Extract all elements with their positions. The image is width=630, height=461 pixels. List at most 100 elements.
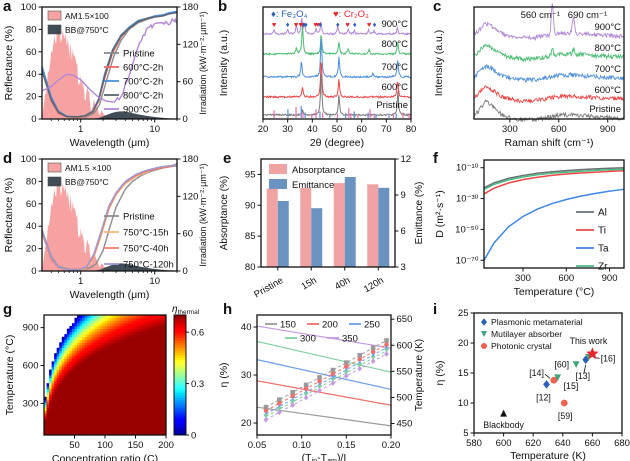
svg-text:♥: Cr₂O₃: ♥: Cr₂O₃ <box>333 9 369 20</box>
svg-text:15: 15 <box>458 368 469 379</box>
svg-text:600°C-2h: 600°C-2h <box>123 63 163 74</box>
svg-text:150: 150 <box>280 320 296 331</box>
svg-text:D (m²·s⁻¹): D (m²·s⁻¹) <box>434 190 446 238</box>
svg-text:AM1.5 ×100: AM1.5 ×100 <box>65 163 111 173</box>
svg-text:10⁻³⁰: 10⁻³⁰ <box>456 194 479 205</box>
svg-text:Emittance: Emittance <box>292 180 334 191</box>
svg-text:♥: ♥ <box>367 20 372 29</box>
svg-text:♦: ♦ <box>286 20 290 29</box>
svg-text:15h: 15h <box>300 275 319 292</box>
svg-text:Intensity (a.u.): Intensity (a.u.) <box>218 30 230 97</box>
svg-text:[12]: [12] <box>536 392 551 402</box>
panel-h: h 0.05 0.10 0.15 0.20 20 30 40 450 500 550 600 650 (… <box>215 301 430 461</box>
panel-d: d 1 10 0 20 40 60 80 100 0 60 120 180 Wavelength (μm… <box>0 151 215 303</box>
panel-i: i 580 600 620 640 660 680 5 10 15 20 25 Temperature… <box>430 302 630 461</box>
svg-text:Reflectance (%): Reflectance (%) <box>3 178 15 253</box>
svg-text:0.05: 0.05 <box>248 440 267 451</box>
svg-text:Wavelength (μm): Wavelength (μm) <box>70 137 150 149</box>
svg-text:[60]: [60] <box>554 360 569 370</box>
svg-text:♥: ♥ <box>299 20 304 29</box>
svg-text:650: 650 <box>397 314 413 325</box>
svg-text:120: 120 <box>183 39 199 50</box>
svg-text:900: 900 <box>23 323 39 334</box>
svg-text:0.15: 0.15 <box>337 440 356 451</box>
svg-text:70: 70 <box>381 124 392 135</box>
svg-text:0: 0 <box>31 266 36 277</box>
svg-text:Absorptance: Absorptance <box>292 165 345 176</box>
svg-text:100: 100 <box>21 2 37 13</box>
svg-text:Intensity (a.u.): Intensity (a.u.) <box>433 30 445 97</box>
svg-text:0: 0 <box>191 431 196 442</box>
svg-text:10: 10 <box>149 276 160 287</box>
svg-text:900°C: 900°C <box>381 19 408 30</box>
svg-text:1: 1 <box>78 124 83 135</box>
svg-text:180: 180 <box>183 154 199 165</box>
svg-text:Blackbody: Blackbody <box>483 420 524 430</box>
svg-text:0.10: 0.10 <box>292 440 311 451</box>
svg-text:750°C-40h: 750°C-40h <box>123 244 169 255</box>
svg-text:Temperature (°C): Temperature (°C) <box>4 335 16 416</box>
svg-text:Concentration ratio (C): Concentration ratio (C) <box>52 453 158 461</box>
svg-text:0: 0 <box>183 266 188 277</box>
svg-text:50: 50 <box>69 440 80 451</box>
svg-text:690 cm⁻¹: 690 cm⁻¹ <box>568 10 607 21</box>
svg-text:0.20: 0.20 <box>382 440 401 451</box>
svg-text:700°C-2h: 700°C-2h <box>123 77 163 88</box>
svg-text:Temperature (K): Temperature (K) <box>510 450 586 461</box>
svg-text:Pristine: Pristine <box>589 104 621 115</box>
svg-text:Irradiation (kW·m⁻²·μm⁻¹): Irradiation (kW·m⁻²·μm⁻¹) <box>198 163 208 266</box>
svg-text:[15]: [15] <box>564 381 579 391</box>
svg-text:6: 6 <box>401 226 406 237</box>
svg-text:Temperature (K): Temperature (K) <box>414 339 425 411</box>
svg-text:9: 9 <box>401 190 406 201</box>
svg-text:♦: ♦ <box>373 20 377 29</box>
svg-text:700°C: 700°C <box>594 64 621 75</box>
svg-text:450: 450 <box>397 419 413 430</box>
svg-text:10⁻⁷⁰: 10⁻⁷⁰ <box>456 255 479 266</box>
svg-text:♦: ♦ <box>353 20 357 29</box>
svg-text:60: 60 <box>183 77 194 88</box>
svg-text:BB@750°C: BB@750°C <box>65 177 109 187</box>
panel-h-chart: 0.05 0.10 0.15 0.20 20 30 40 450 500 550 600 650 (Ti… <box>218 314 425 461</box>
svg-text:5: 5 <box>463 428 468 439</box>
svg-text:♦: ♦ <box>304 20 308 29</box>
svg-text:900°C-2h: 900°C-2h <box>123 105 163 116</box>
svg-text:680: 680 <box>614 438 630 449</box>
svg-text:660: 660 <box>584 438 600 449</box>
svg-text:750°C-120h: 750°C-120h <box>123 260 174 271</box>
svg-text:640: 640 <box>555 438 571 449</box>
svg-text:80: 80 <box>406 124 417 135</box>
svg-text:600: 600 <box>551 124 567 135</box>
svg-text:Ta: Ta <box>598 244 609 255</box>
svg-text:300: 300 <box>300 334 316 345</box>
svg-text:80: 80 <box>245 262 256 273</box>
svg-text:60: 60 <box>26 47 37 58</box>
svg-text:600°C: 600°C <box>594 85 621 96</box>
svg-text:Plasmonic metamaterial: Plasmonic metamaterial <box>491 317 583 327</box>
svg-text:♥: ♥ <box>294 20 299 29</box>
svg-text:Ti: Ti <box>598 226 606 237</box>
svg-text:200: 200 <box>322 320 338 331</box>
svg-text:Pristine: Pristine <box>252 275 285 300</box>
svg-text:580: 580 <box>466 438 482 449</box>
svg-text:Reflectance (%): Reflectance (%) <box>3 26 15 101</box>
svg-text:20: 20 <box>241 418 252 429</box>
svg-text:180: 180 <box>183 2 199 13</box>
svg-text:50: 50 <box>332 124 343 135</box>
svg-text:750°C-15h: 750°C-15h <box>123 228 169 239</box>
panel-c: c 900°C 800°C 700°C 600°C Pristine 560 cm⁻¹ 69… <box>430 0 630 152</box>
svg-text:600: 600 <box>397 340 413 351</box>
svg-text:80: 80 <box>26 176 37 187</box>
svg-text:600°C: 600°C <box>381 82 408 93</box>
svg-text:10: 10 <box>149 124 160 135</box>
svg-text:600: 600 <box>23 361 39 372</box>
svg-text:♦: Fe₃O₄: ♦: Fe₃O₄ <box>271 9 307 20</box>
svg-text:20: 20 <box>458 338 469 349</box>
panel-h-label: h <box>223 301 233 318</box>
svg-text:Absorptance (%): Absorptance (%) <box>219 176 230 250</box>
panel-f-chart: 300 600 900 10⁻¹⁰ 10⁻³⁰ 10⁻⁵⁰ 10⁻⁷⁰ Temperature… <box>434 159 625 298</box>
svg-text:0: 0 <box>31 114 36 125</box>
svg-text:♥: ♥ <box>316 20 321 29</box>
